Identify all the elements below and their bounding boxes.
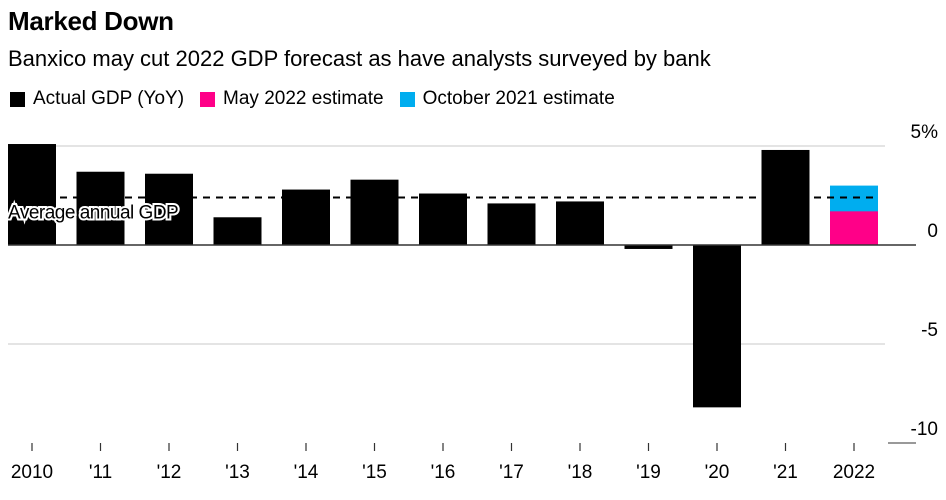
bar-actual-17 xyxy=(487,203,536,245)
legend-swatch-oct-2021 xyxy=(399,91,415,107)
bar-may-2022-estimate xyxy=(830,211,878,245)
y-tick-label: -5 xyxy=(921,320,938,341)
y-tick-label: -10 xyxy=(911,419,938,440)
bar-actual-15 xyxy=(350,179,399,245)
legend-label-may-2022: May 2022 estimate xyxy=(223,88,384,109)
x-tick-label: '21 xyxy=(773,462,798,483)
average-gdp-label: Average annual GDP xyxy=(8,202,178,223)
x-tick-label: '19 xyxy=(636,462,661,483)
legend-item-actual: Actual GDP (YoY) xyxy=(10,88,184,110)
x-tick-label: 2010 xyxy=(11,462,53,483)
x-tick-label: '12 xyxy=(157,462,182,483)
x-tick-label: 2022 xyxy=(833,462,875,483)
chart-title: Marked Down xyxy=(8,6,174,36)
x-tick-label: '20 xyxy=(705,462,730,483)
x-tick-label: '15 xyxy=(362,462,387,483)
bar-actual-20 xyxy=(693,245,741,408)
bar-actual-14 xyxy=(282,189,330,245)
legend-swatch-actual xyxy=(10,91,25,107)
legend-item-oct-2021: October 2021 estimate xyxy=(399,88,615,110)
x-tick-label: '13 xyxy=(225,462,250,483)
legend-label-oct-2021: October 2021 estimate xyxy=(422,88,615,109)
x-tick-label: '14 xyxy=(294,462,319,483)
bar-actual-19 xyxy=(624,245,673,249)
y-tick-label: 0 xyxy=(927,221,938,242)
legend-swatch-may-2022 xyxy=(200,91,216,107)
x-tick-label: '17 xyxy=(499,462,524,483)
legend-item-may-2022: May 2022 estimate xyxy=(200,88,384,110)
bar-actual-12 xyxy=(145,173,193,245)
bar-actual-16 xyxy=(419,193,467,245)
legend: Actual GDP (YoY) May 2022 estimate Octob… xyxy=(10,88,631,110)
y-tick-label: 5% xyxy=(911,122,939,143)
bar-actual-11 xyxy=(76,171,125,245)
legend-label-actual: Actual GDP (YoY) xyxy=(33,88,185,109)
bar-actual-18 xyxy=(556,201,604,245)
bar-actual-13 xyxy=(213,217,262,245)
x-tick-label: '11 xyxy=(89,462,112,483)
chart-subtitle: Banxico may cut 2022 GDP forecast as hav… xyxy=(8,46,711,71)
bar-actual-2010 xyxy=(8,144,56,245)
x-tick-label: '18 xyxy=(568,462,593,483)
x-tick-label: '16 xyxy=(431,462,456,483)
